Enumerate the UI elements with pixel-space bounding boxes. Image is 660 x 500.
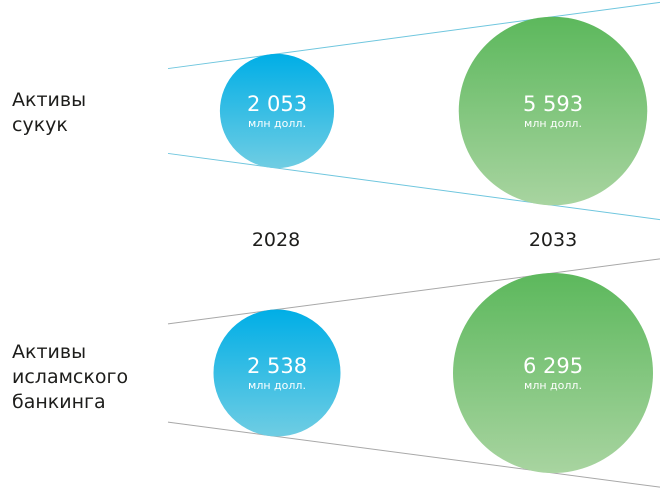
guide-line-lower-sukuk [167, 152, 660, 221]
bubble-label-sukuk-2033: 5 593 млн долл. [523, 91, 583, 131]
bubble-unit-sukuk-2033: млн долл. [524, 117, 582, 130]
row-label-sukuk: Активы сукук [12, 89, 87, 136]
bubble-label-sukuk-2028: 2 053 млн долл. [247, 91, 307, 131]
bubble-banking-2033 [453, 273, 653, 473]
guide-line-lower-banking [167, 421, 660, 488]
year-label-2033: 2033 [528, 229, 578, 251]
bubble-value-banking-2033: 6 295 [522, 354, 584, 378]
bubble-sukuk-2033 [458, 16, 648, 206]
bubble-unit-banking-2028: млн долл. [248, 379, 306, 392]
bubble-sukuk-2028 [219, 53, 335, 169]
bubble-banking-2028 [213, 309, 341, 437]
bubble-label-banking-2028: 2 538 млн долл. [247, 353, 307, 393]
bubble-unit-banking-2033: млн долл. [524, 379, 582, 392]
guide-line-upper-sukuk [167, 1, 660, 70]
bubble-value-sukuk-2033: 5 593 [522, 92, 584, 116]
bubble-value-banking-2028: 2 538 [246, 354, 308, 378]
row-label-islamic-banking: Активы исламского банкинга [12, 341, 129, 413]
year-label-2028: 2028 [251, 229, 301, 251]
bubble-value-sukuk-2028: 2 053 [246, 92, 308, 116]
guide-line-upper-banking [167, 258, 660, 325]
bubble-unit-sukuk-2028: млн долл. [248, 117, 306, 130]
bubble-label-banking-2033: 6 295 млн долл. [523, 353, 583, 393]
